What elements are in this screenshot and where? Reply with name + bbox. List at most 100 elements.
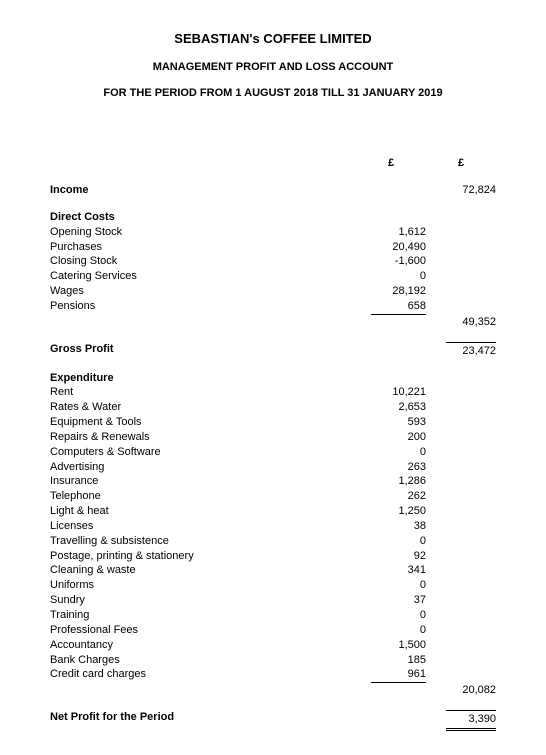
expenditure-item: Professional Fees0 bbox=[50, 623, 496, 638]
expenditure-item: Insurance1,286 bbox=[50, 474, 496, 489]
line-value: 0 bbox=[356, 623, 426, 638]
line-value: 1,286 bbox=[356, 474, 426, 489]
gross-profit-label: Gross Profit bbox=[50, 342, 356, 359]
income-row: Income 72,824 bbox=[50, 183, 496, 198]
line-value: 37 bbox=[356, 593, 426, 608]
line-value: 1,250 bbox=[356, 504, 426, 519]
direct-costs-item: Closing Stock-1,600 bbox=[50, 254, 496, 269]
expenditure-item: Rates & Water2,653 bbox=[50, 400, 496, 415]
line-label: Light & heat bbox=[50, 504, 356, 519]
expenditure-item: Credit card charges961 bbox=[50, 667, 496, 682]
pnl-sheet: £ £ Income 72,824 Direct Costs Opening S… bbox=[50, 156, 496, 731]
line-value: 0 bbox=[356, 578, 426, 593]
line-value: 0 bbox=[356, 445, 426, 460]
direct-costs-subtotal: 49,352 bbox=[426, 315, 496, 330]
line-label: Rates & Water bbox=[50, 400, 356, 415]
line-label: Purchases bbox=[50, 240, 356, 255]
line-label: Bank Charges bbox=[50, 653, 356, 668]
line-value: 185 bbox=[356, 653, 426, 668]
line-value: 0 bbox=[356, 269, 426, 284]
expenditure-subtotal-row: 20,082 bbox=[50, 683, 496, 698]
line-value: 20,490 bbox=[356, 240, 426, 255]
gross-profit-value: 23,472 bbox=[426, 342, 496, 359]
column-headers: £ £ bbox=[50, 156, 496, 171]
direct-costs-item: Purchases20,490 bbox=[50, 240, 496, 255]
line-label: Equipment & Tools bbox=[50, 415, 356, 430]
line-value: 263 bbox=[356, 460, 426, 475]
line-label: Advertising bbox=[50, 460, 356, 475]
line-value: 1,500 bbox=[356, 638, 426, 653]
col2-header: £ bbox=[426, 156, 496, 171]
gross-profit-row: Gross Profit 23,472 bbox=[50, 342, 496, 359]
line-value: 658 bbox=[356, 299, 426, 314]
line-label: Credit card charges bbox=[50, 667, 356, 682]
expenditure-item: Computers & Software0 bbox=[50, 445, 496, 460]
line-label: Rent bbox=[50, 385, 356, 400]
expenditure-item: Telephone262 bbox=[50, 489, 496, 504]
line-label: Professional Fees bbox=[50, 623, 356, 638]
line-value: 28,192 bbox=[356, 284, 426, 299]
line-label: Travelling & subsistence bbox=[50, 534, 356, 549]
expenditure-item: Uniforms0 bbox=[50, 578, 496, 593]
line-label: Sundry bbox=[50, 593, 356, 608]
direct-costs-item: Catering Services0 bbox=[50, 269, 496, 284]
direct-costs-subtotal-row: 49,352 bbox=[50, 315, 496, 330]
line-label: Pensions bbox=[50, 299, 356, 314]
line-value: 961 bbox=[356, 667, 426, 682]
expenditure-item: Repairs & Renewals200 bbox=[50, 430, 496, 445]
line-value: 593 bbox=[356, 415, 426, 430]
expenditure-item: Bank Charges185 bbox=[50, 653, 496, 668]
direct-costs-item: Pensions658 bbox=[50, 299, 496, 314]
line-value: 2,653 bbox=[356, 400, 426, 415]
expenditure-item: Rent10,221 bbox=[50, 385, 496, 400]
line-value: 262 bbox=[356, 489, 426, 504]
line-label: Cleaning & waste bbox=[50, 563, 356, 578]
income-value: 72,824 bbox=[426, 183, 496, 198]
line-label: Repairs & Renewals bbox=[50, 430, 356, 445]
expenditure-item: Travelling & subsistence0 bbox=[50, 534, 496, 549]
net-profit-row: Net Profit for the Period 3,390 bbox=[50, 710, 496, 731]
expenditure-item: Advertising263 bbox=[50, 460, 496, 475]
expenditure-item: Light & heat1,250 bbox=[50, 504, 496, 519]
expenditure-item: Postage, printing & stationery92 bbox=[50, 549, 496, 564]
line-label: Training bbox=[50, 608, 356, 623]
line-value: 0 bbox=[356, 608, 426, 623]
direct-costs-label: Direct Costs bbox=[50, 210, 356, 225]
company-name: SEBASTIAN's COFFEE LIMITED bbox=[50, 30, 496, 48]
period-heading: FOR THE PERIOD FROM 1 AUGUST 2018 TILL 3… bbox=[50, 86, 496, 101]
line-value: 1,612 bbox=[356, 225, 426, 240]
expenditure-subtotal: 20,082 bbox=[426, 683, 496, 698]
expenditure-item: Training0 bbox=[50, 608, 496, 623]
report-title: MANAGEMENT PROFIT AND LOSS ACCOUNT bbox=[50, 60, 496, 75]
line-label: Catering Services bbox=[50, 269, 356, 284]
line-label: Uniforms bbox=[50, 578, 356, 593]
expenditure-item: Accountancy1,500 bbox=[50, 638, 496, 653]
col1-header: £ bbox=[356, 156, 426, 171]
line-label: Opening Stock bbox=[50, 225, 356, 240]
expenditure-item: Equipment & Tools593 bbox=[50, 415, 496, 430]
expenditure-item: Sundry37 bbox=[50, 593, 496, 608]
line-value: 38 bbox=[356, 519, 426, 534]
line-label: Telephone bbox=[50, 489, 356, 504]
line-value: 10,221 bbox=[356, 385, 426, 400]
line-label: Postage, printing & stationery bbox=[50, 549, 356, 564]
line-label: Licenses bbox=[50, 519, 356, 534]
line-label: Accountancy bbox=[50, 638, 356, 653]
direct-costs-item: Wages28,192 bbox=[50, 284, 496, 299]
line-label: Insurance bbox=[50, 474, 356, 489]
direct-costs-heading: Direct Costs bbox=[50, 210, 496, 225]
line-value: 341 bbox=[356, 563, 426, 578]
line-value: 92 bbox=[356, 549, 426, 564]
line-value: 0 bbox=[356, 534, 426, 549]
line-value: 200 bbox=[356, 430, 426, 445]
net-profit-value: 3,390 bbox=[426, 710, 496, 731]
line-label: Computers & Software bbox=[50, 445, 356, 460]
expenditure-heading: Expenditure bbox=[50, 371, 496, 386]
expenditure-item: Cleaning & waste341 bbox=[50, 563, 496, 578]
line-label: Closing Stock bbox=[50, 254, 356, 269]
income-label: Income bbox=[50, 183, 356, 198]
expenditure-item: Licenses38 bbox=[50, 519, 496, 534]
line-value: -1,600 bbox=[356, 254, 426, 269]
expenditure-label: Expenditure bbox=[50, 371, 356, 386]
net-profit-label: Net Profit for the Period bbox=[50, 710, 356, 731]
